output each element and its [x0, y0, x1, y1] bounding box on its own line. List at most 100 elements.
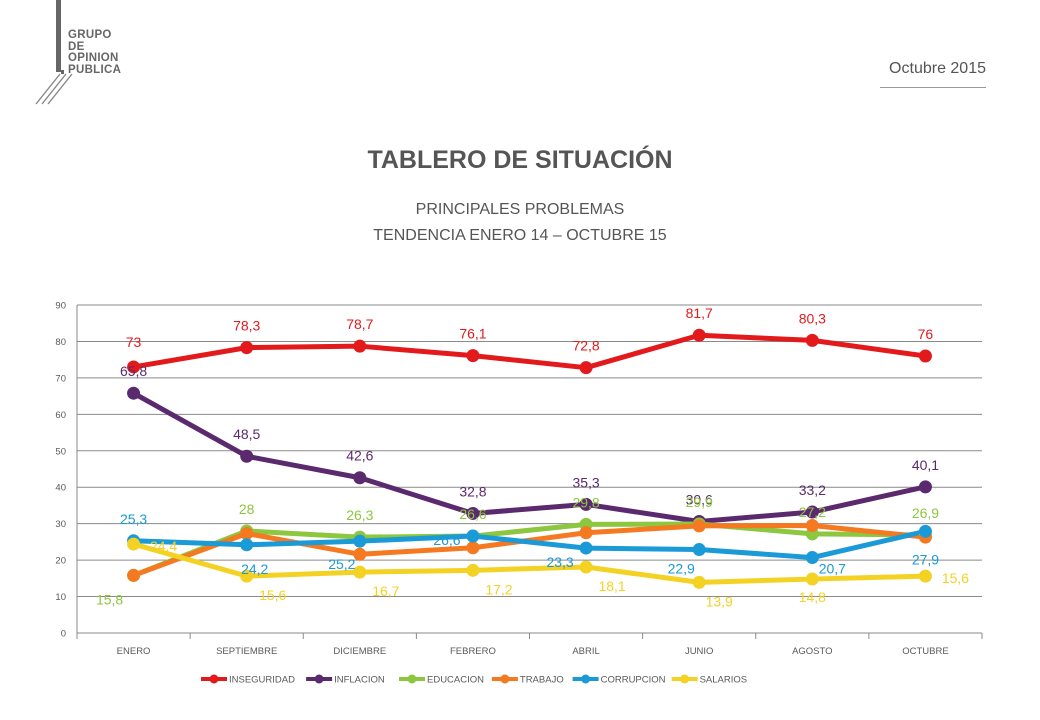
legend-swatch-marker	[209, 674, 219, 684]
data-label-salarios: 24,4	[150, 538, 177, 554]
data-point-trabajo	[692, 519, 706, 533]
data-label-corrupcion: 25,2	[328, 556, 355, 572]
series-line-salarios	[131, 541, 928, 585]
y-tick-label: 90	[55, 301, 66, 312]
data-point-corrupcion	[918, 524, 932, 538]
series-line-educacion	[131, 521, 928, 578]
data-label-educacion: 15,8	[96, 591, 123, 607]
data-label-corrupcion: 23,3	[546, 554, 573, 570]
y-tick-label: 50	[55, 446, 66, 457]
data-point-salarios	[805, 572, 819, 586]
data-point-salarios	[692, 575, 706, 589]
y-tick-label: 10	[55, 592, 66, 603]
data-label-inflacion: 32,8	[459, 483, 486, 499]
data-point-trabajo	[579, 526, 593, 540]
legend-swatch-marker	[314, 674, 324, 684]
data-point-corrupcion	[579, 541, 593, 555]
header-divider	[880, 87, 986, 88]
y-tick-label: 40	[55, 483, 66, 494]
data-label-inseguridad: 76	[918, 326, 934, 342]
data-label-educacion: 27,2	[799, 504, 826, 520]
data-point-trabajo	[240, 527, 254, 541]
y-tick-label: 0	[61, 629, 66, 640]
data-label-inseguridad: 80,3	[799, 310, 826, 326]
legend-label: INFLACION	[334, 675, 385, 686]
data-label-inseguridad: 73	[126, 334, 142, 350]
data-label-salarios: 15,6	[259, 587, 286, 603]
y-tick-label: 70	[55, 373, 66, 384]
data-point-inflacion	[127, 386, 141, 400]
data-label-salarios: 17,2	[485, 581, 512, 597]
data-point-corrupcion	[240, 538, 254, 552]
data-label-inseguridad: 72,8	[572, 338, 599, 354]
legend-label: TRABAJO	[520, 675, 564, 686]
logo-line: PUBLICA	[68, 63, 122, 76]
data-point-corrupcion	[466, 529, 480, 543]
data-point-inseguridad	[918, 349, 932, 363]
data-point-inflacion	[579, 497, 593, 511]
logo-mark-icon	[35, 0, 73, 105]
data-point-salarios	[353, 565, 367, 579]
data-label-inflacion: 40,1	[912, 457, 939, 473]
data-label-inflacion: 42,6	[346, 448, 373, 464]
data-label-inflacion: 65,8	[120, 363, 147, 379]
x-tick-label: FEBRERO	[450, 646, 496, 657]
data-label-salarios: 16,7	[372, 583, 399, 599]
x-tick-label: DICIEMBRE	[333, 646, 386, 657]
logo-line: OPINION	[68, 52, 119, 64]
data-label-educacion: 29,9	[686, 494, 713, 510]
data-label-inflacion: 33,2	[799, 482, 826, 498]
data-point-trabajo	[805, 518, 819, 532]
data-point-inseguridad	[353, 339, 367, 353]
y-tick-label: 20	[55, 556, 66, 567]
data-label-corrupcion: 26,6	[433, 532, 460, 548]
logo-line: DE	[68, 40, 85, 53]
data-label-corrupcion: 27,9	[912, 551, 939, 567]
data-point-salarios	[240, 569, 254, 583]
data-point-corrupcion	[692, 543, 706, 557]
data-label-educacion: 26,6	[459, 506, 486, 522]
data-point-inflacion	[240, 449, 254, 463]
legend-label: CORRUPCION	[601, 675, 666, 686]
data-point-inflacion	[466, 506, 480, 520]
grupo-opinion-publica-logo: GRUPO DE OPINION PUBLICA	[30, 0, 140, 108]
data-label-educacion: 29,8	[572, 494, 599, 510]
data-point-salarios	[127, 537, 141, 551]
data-point-trabajo	[127, 568, 141, 582]
x-tick-label: ABRIL	[572, 646, 599, 657]
data-point-trabajo	[353, 547, 367, 561]
data-label-salarios: 13,9	[706, 593, 733, 609]
data-point-salarios	[579, 560, 593, 574]
data-label-salarios: 14,8	[799, 589, 826, 605]
data-point-corrupcion	[805, 551, 819, 565]
data-label-educacion: 28	[239, 501, 255, 517]
data-point-inseguridad	[466, 349, 480, 363]
logo-line: GRUPO	[68, 29, 112, 41]
data-label-corrupcion: 24,2	[241, 561, 268, 577]
data-label-corrupcion: 25,3	[120, 511, 147, 527]
data-point-inseguridad	[579, 361, 593, 375]
x-tick-label: OCTUBRE	[902, 646, 948, 657]
report-date: Octubre 2015	[889, 60, 986, 77]
data-label-inflacion: 48,5	[233, 426, 260, 442]
data-label-inseguridad: 78,7	[346, 316, 373, 332]
legend-label: SALARIOS	[700, 675, 748, 686]
legend-swatch-marker	[500, 674, 510, 684]
legend-swatch-marker	[407, 674, 417, 684]
data-point-trabajo	[466, 541, 480, 555]
data-point-inflacion	[918, 480, 932, 494]
data-label-inseguridad: 76,1	[459, 326, 486, 342]
data-point-inseguridad	[692, 328, 706, 342]
data-label-salarios: 15,6	[942, 570, 969, 586]
data-label-educacion: 26,9	[912, 505, 939, 521]
chart-subtitle-2: TENDENCIA ENERO 14 – OCTUBRE 15	[373, 227, 667, 244]
legend-label: INSEGURIDAD	[229, 675, 295, 686]
data-point-salarios	[466, 563, 480, 577]
chart-subtitle-1: PRINCIPALES PROBLEMAS	[415, 201, 625, 218]
x-tick-label: JUNIO	[685, 646, 714, 657]
data-point-inseguridad	[240, 341, 254, 355]
y-tick-label: 60	[55, 410, 66, 421]
page-title: TABLERO DE SITUACIÓN	[367, 146, 673, 174]
series-line-corrupcion	[131, 528, 928, 561]
